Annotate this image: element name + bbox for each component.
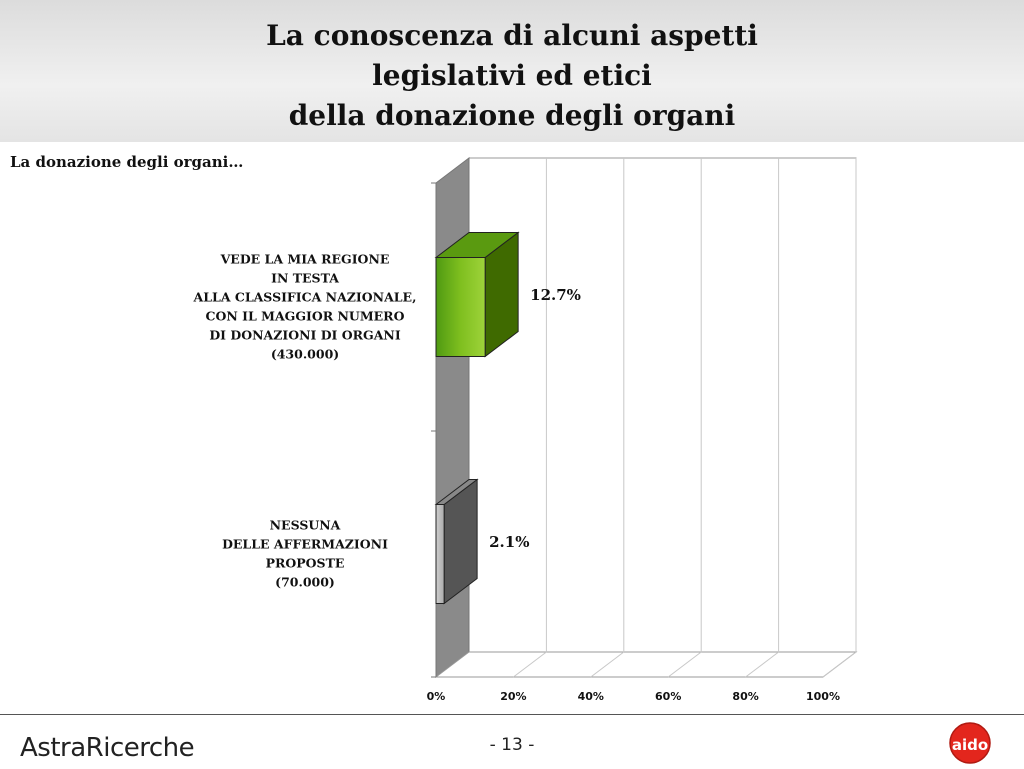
category-label: PROPOSTE	[266, 556, 345, 571]
floor-gridline	[745, 651, 779, 678]
floor-gridline	[513, 651, 547, 678]
category-label: (430.000)	[271, 347, 339, 362]
category-label: VEDE LA MIA REGIONE	[220, 252, 390, 267]
value-label: 12.7%	[530, 286, 581, 304]
category-label: DELLE AFFERMAZIONI	[222, 537, 388, 552]
category-label: DI DONAZIONI DI ORGANI	[209, 328, 400, 343]
x-tick-label: 20%	[500, 690, 526, 703]
aido-logo-text: aido	[952, 736, 988, 754]
page-number: - 13 -	[489, 735, 535, 755]
floor-gridline	[667, 651, 702, 678]
category-label: ALLA CLASSIFICA NAZIONALE,	[193, 290, 417, 305]
x-tick-label: 0%	[427, 690, 446, 703]
floor	[434, 651, 858, 678]
astraricerche-logo: AstraRicerche	[20, 733, 195, 763]
category-label: IN TESTA	[271, 271, 339, 286]
back-wall	[468, 157, 857, 653]
category-label: (70.000)	[275, 575, 335, 590]
x-tick-label: 60%	[655, 690, 681, 703]
x-tick-label: 80%	[732, 690, 758, 703]
title-line: La conoscenza di alcuni aspetti	[266, 19, 758, 52]
bar	[435, 257, 486, 357]
header-band: La conoscenza di alcuni aspetti legislat…	[0, 0, 1024, 142]
title-line: legislativi ed etici	[372, 59, 652, 92]
bar	[435, 504, 445, 604]
page-title: La conoscenza di alcuni aspetti legislat…	[0, 16, 1024, 136]
category-label: NESSUNA	[270, 518, 341, 533]
value-label: 2.1%	[489, 533, 529, 551]
floor-gridline	[590, 651, 625, 678]
floor-gridline	[822, 651, 857, 678]
category-label: CON IL MAGGIOR NUMERO	[206, 309, 405, 324]
chart-subtitle: La donazione degli organi…	[10, 153, 244, 171]
x-tick-label: 100%	[806, 690, 840, 703]
aido-logo: aido	[949, 722, 991, 764]
footer: AstraRicerche - 13 - aido	[0, 714, 1024, 769]
title-line: della donazione degli organi	[288, 99, 736, 132]
bar-chart: 0% 20% 40% 60% 80% 100% 12.7% VEDE LA MIA REGIO…	[193, 156, 858, 703]
x-tick-label: 40%	[578, 690, 604, 703]
